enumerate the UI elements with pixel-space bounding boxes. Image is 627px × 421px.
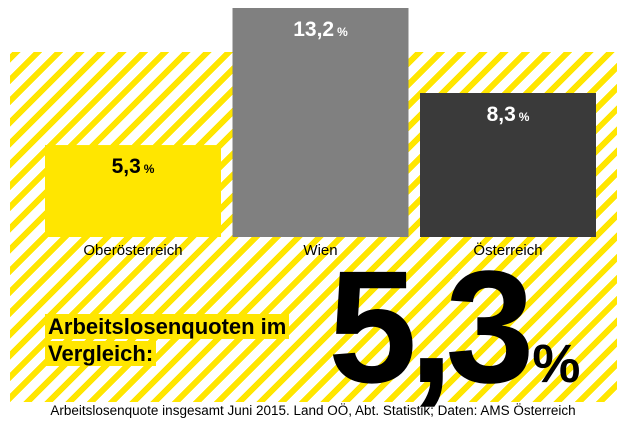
x-tick-label: Oberösterreich xyxy=(83,242,182,259)
highlight-value: 5,3% xyxy=(328,237,580,416)
value-number: 5,3 xyxy=(112,155,141,178)
value-number: 13,2 xyxy=(293,18,334,41)
value-label: 5,3% xyxy=(112,155,155,178)
footnote: Arbeitslosenquote insgesamt Juni 2015. L… xyxy=(50,403,575,418)
value-unit: % xyxy=(144,162,155,176)
value-unit: % xyxy=(337,25,348,39)
x-tick-label: Österreich xyxy=(473,241,542,259)
chart-title: Arbeitslosenquoten im Vergleich: xyxy=(45,314,290,366)
value-unit: % xyxy=(519,110,530,124)
highlight-number: 5,3 xyxy=(328,237,529,416)
bar xyxy=(232,8,409,237)
bar xyxy=(420,93,596,238)
highlight-unit: % xyxy=(532,334,580,394)
x-tick-label: Wien xyxy=(303,242,337,259)
value-label: 8,3% xyxy=(487,103,530,126)
value-label: 13,2% xyxy=(293,18,348,41)
bar xyxy=(45,145,221,237)
chart-title-box: Arbeitslosenquoten im Vergleich: xyxy=(45,313,295,367)
value-number: 8,3 xyxy=(487,103,516,126)
